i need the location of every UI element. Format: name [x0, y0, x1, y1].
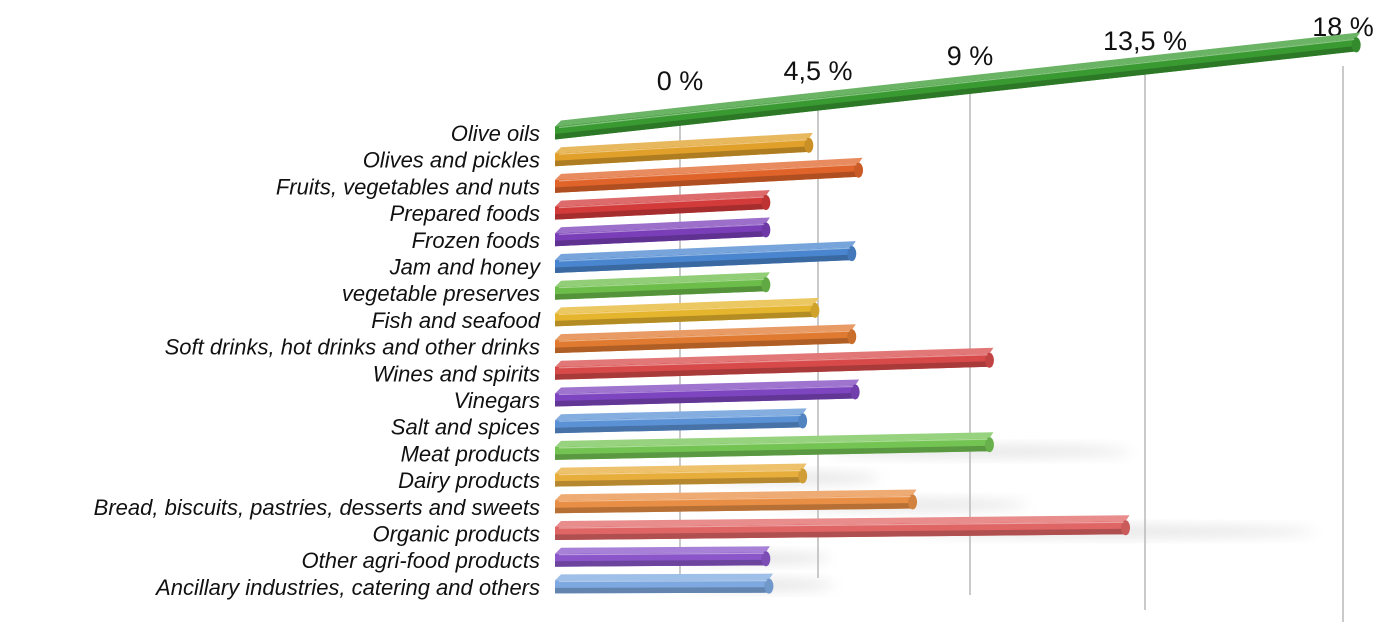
category-label-fish-and-seafood: Fish and seafood: [371, 308, 541, 333]
category-label-jam-and-honey: Jam and honey: [389, 255, 542, 280]
bar-prepared-foods: [555, 190, 771, 220]
category-label-organic-products: Organic products: [372, 522, 540, 547]
bar-other-agri-food-products: [555, 546, 771, 567]
category-label-bread-biscuits-pastries-desserts-and-sweets: Bread, biscuits, pastries, desserts and …: [94, 495, 540, 520]
bar-ancillary-industries-catering-and-others: [555, 573, 774, 594]
bar-wines-and-spirits: [555, 347, 994, 380]
bar-salt-and-spices: [555, 408, 808, 434]
category-label-other-agri-food-products: Other agri-food products: [302, 548, 540, 573]
bar-bread-biscuits-pastries-desserts-and-sweets: [555, 489, 918, 514]
category-label-dairy-products: Dairy products: [398, 468, 540, 493]
bar-olives-and-pickles: [555, 132, 814, 167]
tick-label: 4,5 %: [783, 56, 852, 86]
category-label-wines-and-spirits: Wines and spirits: [373, 361, 540, 386]
bar-dairy-products: [555, 463, 808, 487]
bar-olive-oils: [555, 32, 1361, 140]
category-label-olives-and-pickles: Olives and pickles: [363, 148, 540, 173]
bar-organic-products: [555, 515, 1131, 540]
category-label-vegetable-preserves: vegetable preserves: [342, 281, 540, 306]
category-label-soft-drinks-hot-drinks-and-other-drinks: Soft drinks, hot drinks and other drinks: [165, 335, 540, 360]
bar-fish-and-seafood: [555, 297, 820, 327]
bar-soft-drinks-hot-drinks-and-other-drinks: [555, 324, 857, 354]
bar-vegetable-preserves: [555, 272, 771, 300]
category-label-prepared-foods: Prepared foods: [390, 201, 540, 226]
category-label-meat-products: Meat products: [401, 441, 540, 466]
bar-meat-products: [555, 432, 994, 460]
bar-jam-and-honey: [555, 241, 857, 273]
category-label-fruits-vegetables-and-nuts: Fruits, vegetables and nuts: [276, 174, 540, 199]
bar-fruits-vegetables-and-nuts: [555, 157, 864, 193]
category-label-ancillary-industries-catering-and-others: Ancillary industries, catering and other…: [154, 575, 540, 600]
bars: [555, 32, 1361, 594]
category-label-frozen-foods: Frozen foods: [412, 228, 540, 253]
tick-label: 13,5 %: [1103, 26, 1187, 56]
category-label-vinegars: Vinegars: [454, 388, 540, 413]
bar-vinegars: [555, 379, 860, 407]
category-label-salt-and-spices: Salt and spices: [391, 415, 540, 440]
category-label-olive-oils: Olive oils: [451, 121, 540, 146]
bar-frozen-foods: [555, 217, 771, 247]
tick-label: 0 %: [657, 66, 704, 96]
tick-label: 9 %: [947, 41, 994, 71]
